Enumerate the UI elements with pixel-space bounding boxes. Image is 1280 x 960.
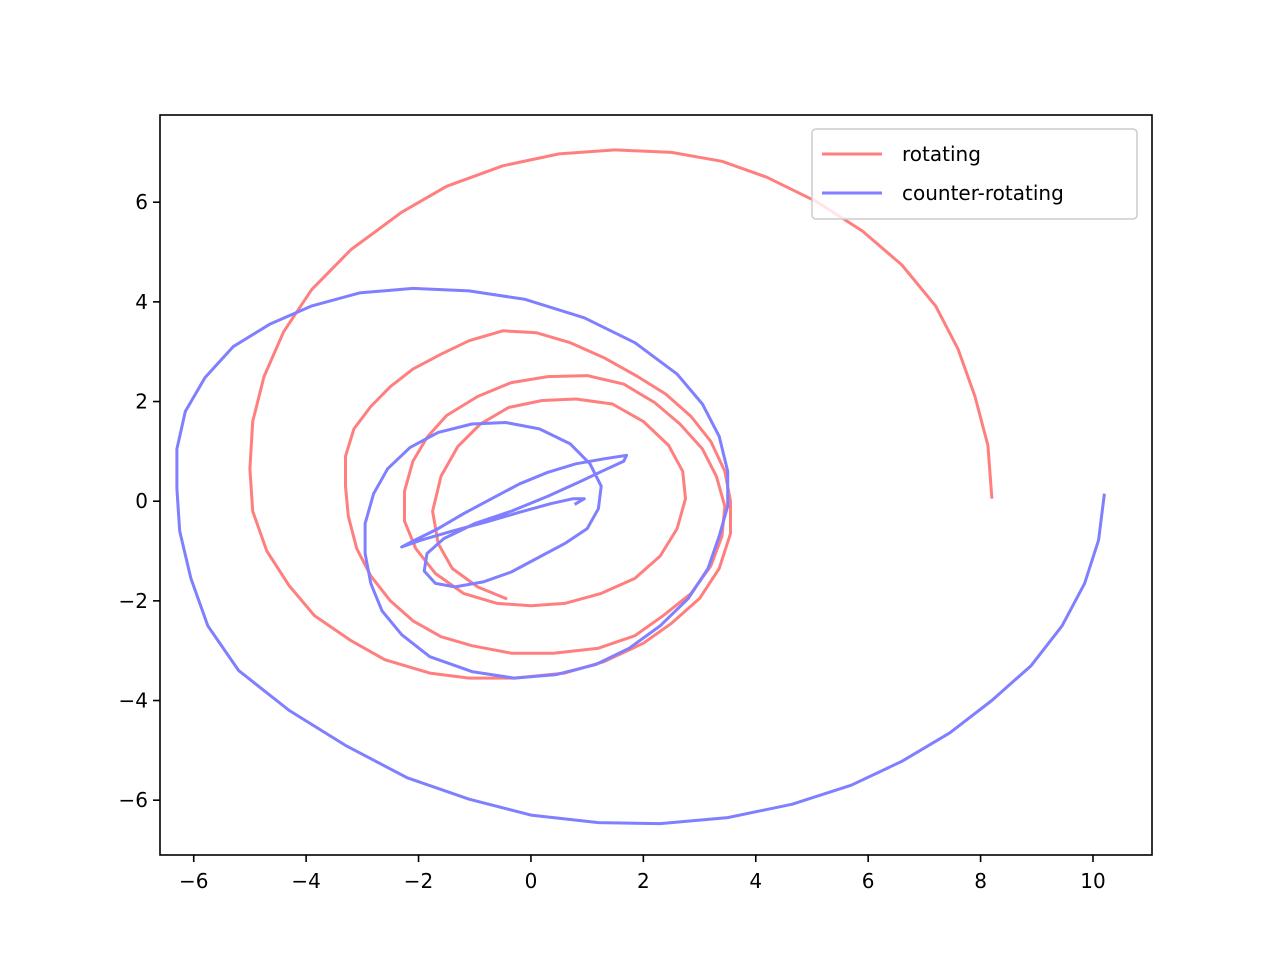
legend-label: counter-rotating bbox=[902, 181, 1064, 205]
series-line-counter-rotating bbox=[175, 286, 1106, 826]
x-tick-label: 2 bbox=[637, 869, 650, 893]
x-tick-label: −4 bbox=[291, 869, 320, 893]
x-tick-label: 6 bbox=[862, 869, 875, 893]
x-axis: −6 −4 −2 0 2 4 6 8 10 bbox=[179, 855, 1106, 893]
y-tick-label: 6 bbox=[135, 190, 148, 214]
y-tick-label: −2 bbox=[119, 589, 148, 613]
y-tick-label: −6 bbox=[119, 788, 148, 812]
x-tick-label: −6 bbox=[179, 869, 208, 893]
y-tick-label: 0 bbox=[135, 489, 148, 513]
legend-label: rotating bbox=[902, 142, 981, 166]
legend: rotating counter-rotating bbox=[811, 128, 1138, 220]
series-line-rotating bbox=[248, 148, 994, 680]
series-lines bbox=[175, 148, 1106, 826]
x-tick-label: 4 bbox=[749, 869, 762, 893]
legend-box bbox=[811, 128, 1138, 220]
y-tick-label: 4 bbox=[135, 290, 148, 314]
y-tick-label: 2 bbox=[135, 390, 148, 414]
axes-frame bbox=[159, 114, 1153, 856]
y-axis: −6 −4 −2 0 2 4 6 bbox=[119, 190, 160, 812]
x-tick-label: 0 bbox=[525, 869, 538, 893]
x-tick-label: 10 bbox=[1080, 869, 1105, 893]
y-tick-label: −4 bbox=[119, 689, 148, 713]
x-tick-label: 8 bbox=[974, 869, 987, 893]
x-tick-label: −2 bbox=[404, 869, 433, 893]
